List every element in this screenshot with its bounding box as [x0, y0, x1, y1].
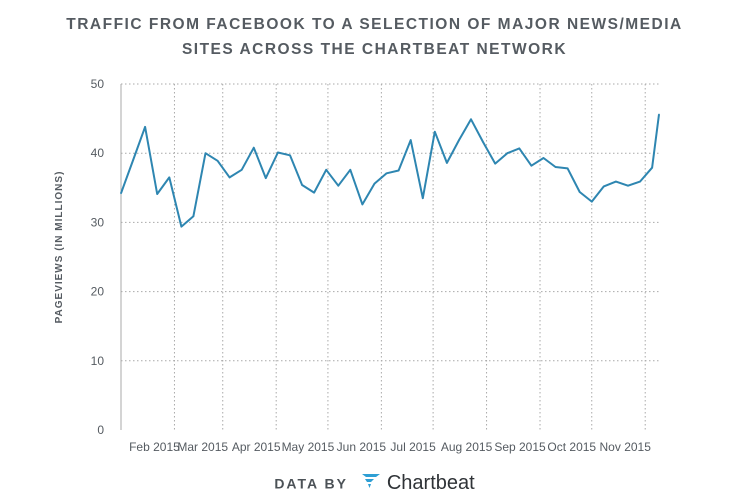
x-tick-label: Aug 2015 [441, 440, 493, 454]
y-tick-label: 30 [91, 215, 105, 229]
x-tick-label: Jul 2015 [390, 440, 436, 454]
data-point [156, 193, 159, 195]
data-point [639, 180, 641, 183]
data-point [554, 166, 557, 168]
data-point [506, 152, 509, 154]
x-tick-label: Jun 2015 [337, 440, 387, 454]
data-point [132, 159, 134, 161]
data-point [494, 162, 496, 165]
data-point [421, 197, 424, 199]
y-tick-label: 20 [91, 285, 105, 299]
data-point [627, 184, 629, 187]
x-tick-label: Sep 2015 [494, 440, 546, 454]
data-point [265, 177, 267, 179]
data-point [482, 141, 484, 143]
data-point [204, 152, 207, 154]
data-by-label: DATA BY [274, 475, 348, 492]
y-tick-label: 50 [91, 77, 105, 91]
chart-title: TRAFFIC FROM FACEBOOK TO A SELECTION OF … [0, 12, 749, 62]
data-point [603, 185, 605, 188]
x-tick-label: Nov 2015 [600, 440, 652, 454]
data-point [434, 130, 436, 133]
data-point [289, 154, 291, 157]
data-point [651, 166, 653, 169]
data-point [446, 162, 448, 164]
chart-title-line-2: SITES ACROSS THE CHARTBEAT NETWORK [181, 41, 568, 58]
data-point [566, 167, 569, 170]
data-point [590, 200, 593, 203]
data-point [361, 203, 364, 206]
data-point [373, 182, 376, 185]
data-point [530, 164, 533, 167]
data-point [458, 139, 460, 141]
data-point [325, 169, 327, 171]
data-point [240, 169, 243, 171]
x-tick-label: Mar 2015 [177, 440, 228, 454]
data-point [518, 147, 521, 150]
x-tick-label: May 2015 [282, 440, 335, 454]
footer: DATA BY Chartbeat [0, 472, 749, 495]
data-point [313, 191, 315, 194]
data-point [385, 172, 388, 175]
data-point [337, 184, 340, 187]
data-point [542, 157, 545, 159]
data-point [578, 191, 581, 193]
x-tick-label: Feb 2015 [129, 440, 180, 454]
x-gridlines [173, 84, 646, 430]
data-point [470, 118, 472, 121]
chart-title-line-1: TRAFFIC FROM FACEBOOK TO A SELECTION OF … [66, 16, 683, 33]
data-point [397, 169, 400, 172]
data-point [216, 160, 219, 162]
data-point [120, 192, 122, 195]
data-point [615, 180, 617, 183]
series-line [120, 114, 660, 228]
data-point [192, 215, 195, 217]
y-axis-label: PAGEVIEWS (IN MILLIONS) [54, 171, 65, 324]
data-point [144, 126, 146, 128]
data-point [168, 176, 171, 179]
x-tick-label: Apr 2015 [232, 440, 281, 454]
data-point [301, 184, 303, 186]
y-tick-label: 10 [91, 354, 105, 368]
data-point [180, 225, 183, 228]
data-points [120, 113, 660, 228]
data-point [277, 151, 279, 154]
data-point [228, 176, 231, 179]
chartbeat-brand: Chartbeat [386, 472, 475, 494]
y-gridlines [121, 83, 659, 362]
data-point [349, 169, 352, 171]
y-tick-labels: 0 10 20 30 40 50 [91, 77, 105, 437]
data-point [658, 113, 660, 116]
x-tick-label: Oct 2015 [547, 440, 596, 454]
y-tick-label: 0 [97, 423, 104, 437]
data-point [252, 146, 255, 149]
data-point [409, 139, 412, 141]
chartbeat-logo-icon [362, 474, 381, 493]
y-tick-label: 40 [91, 146, 105, 160]
